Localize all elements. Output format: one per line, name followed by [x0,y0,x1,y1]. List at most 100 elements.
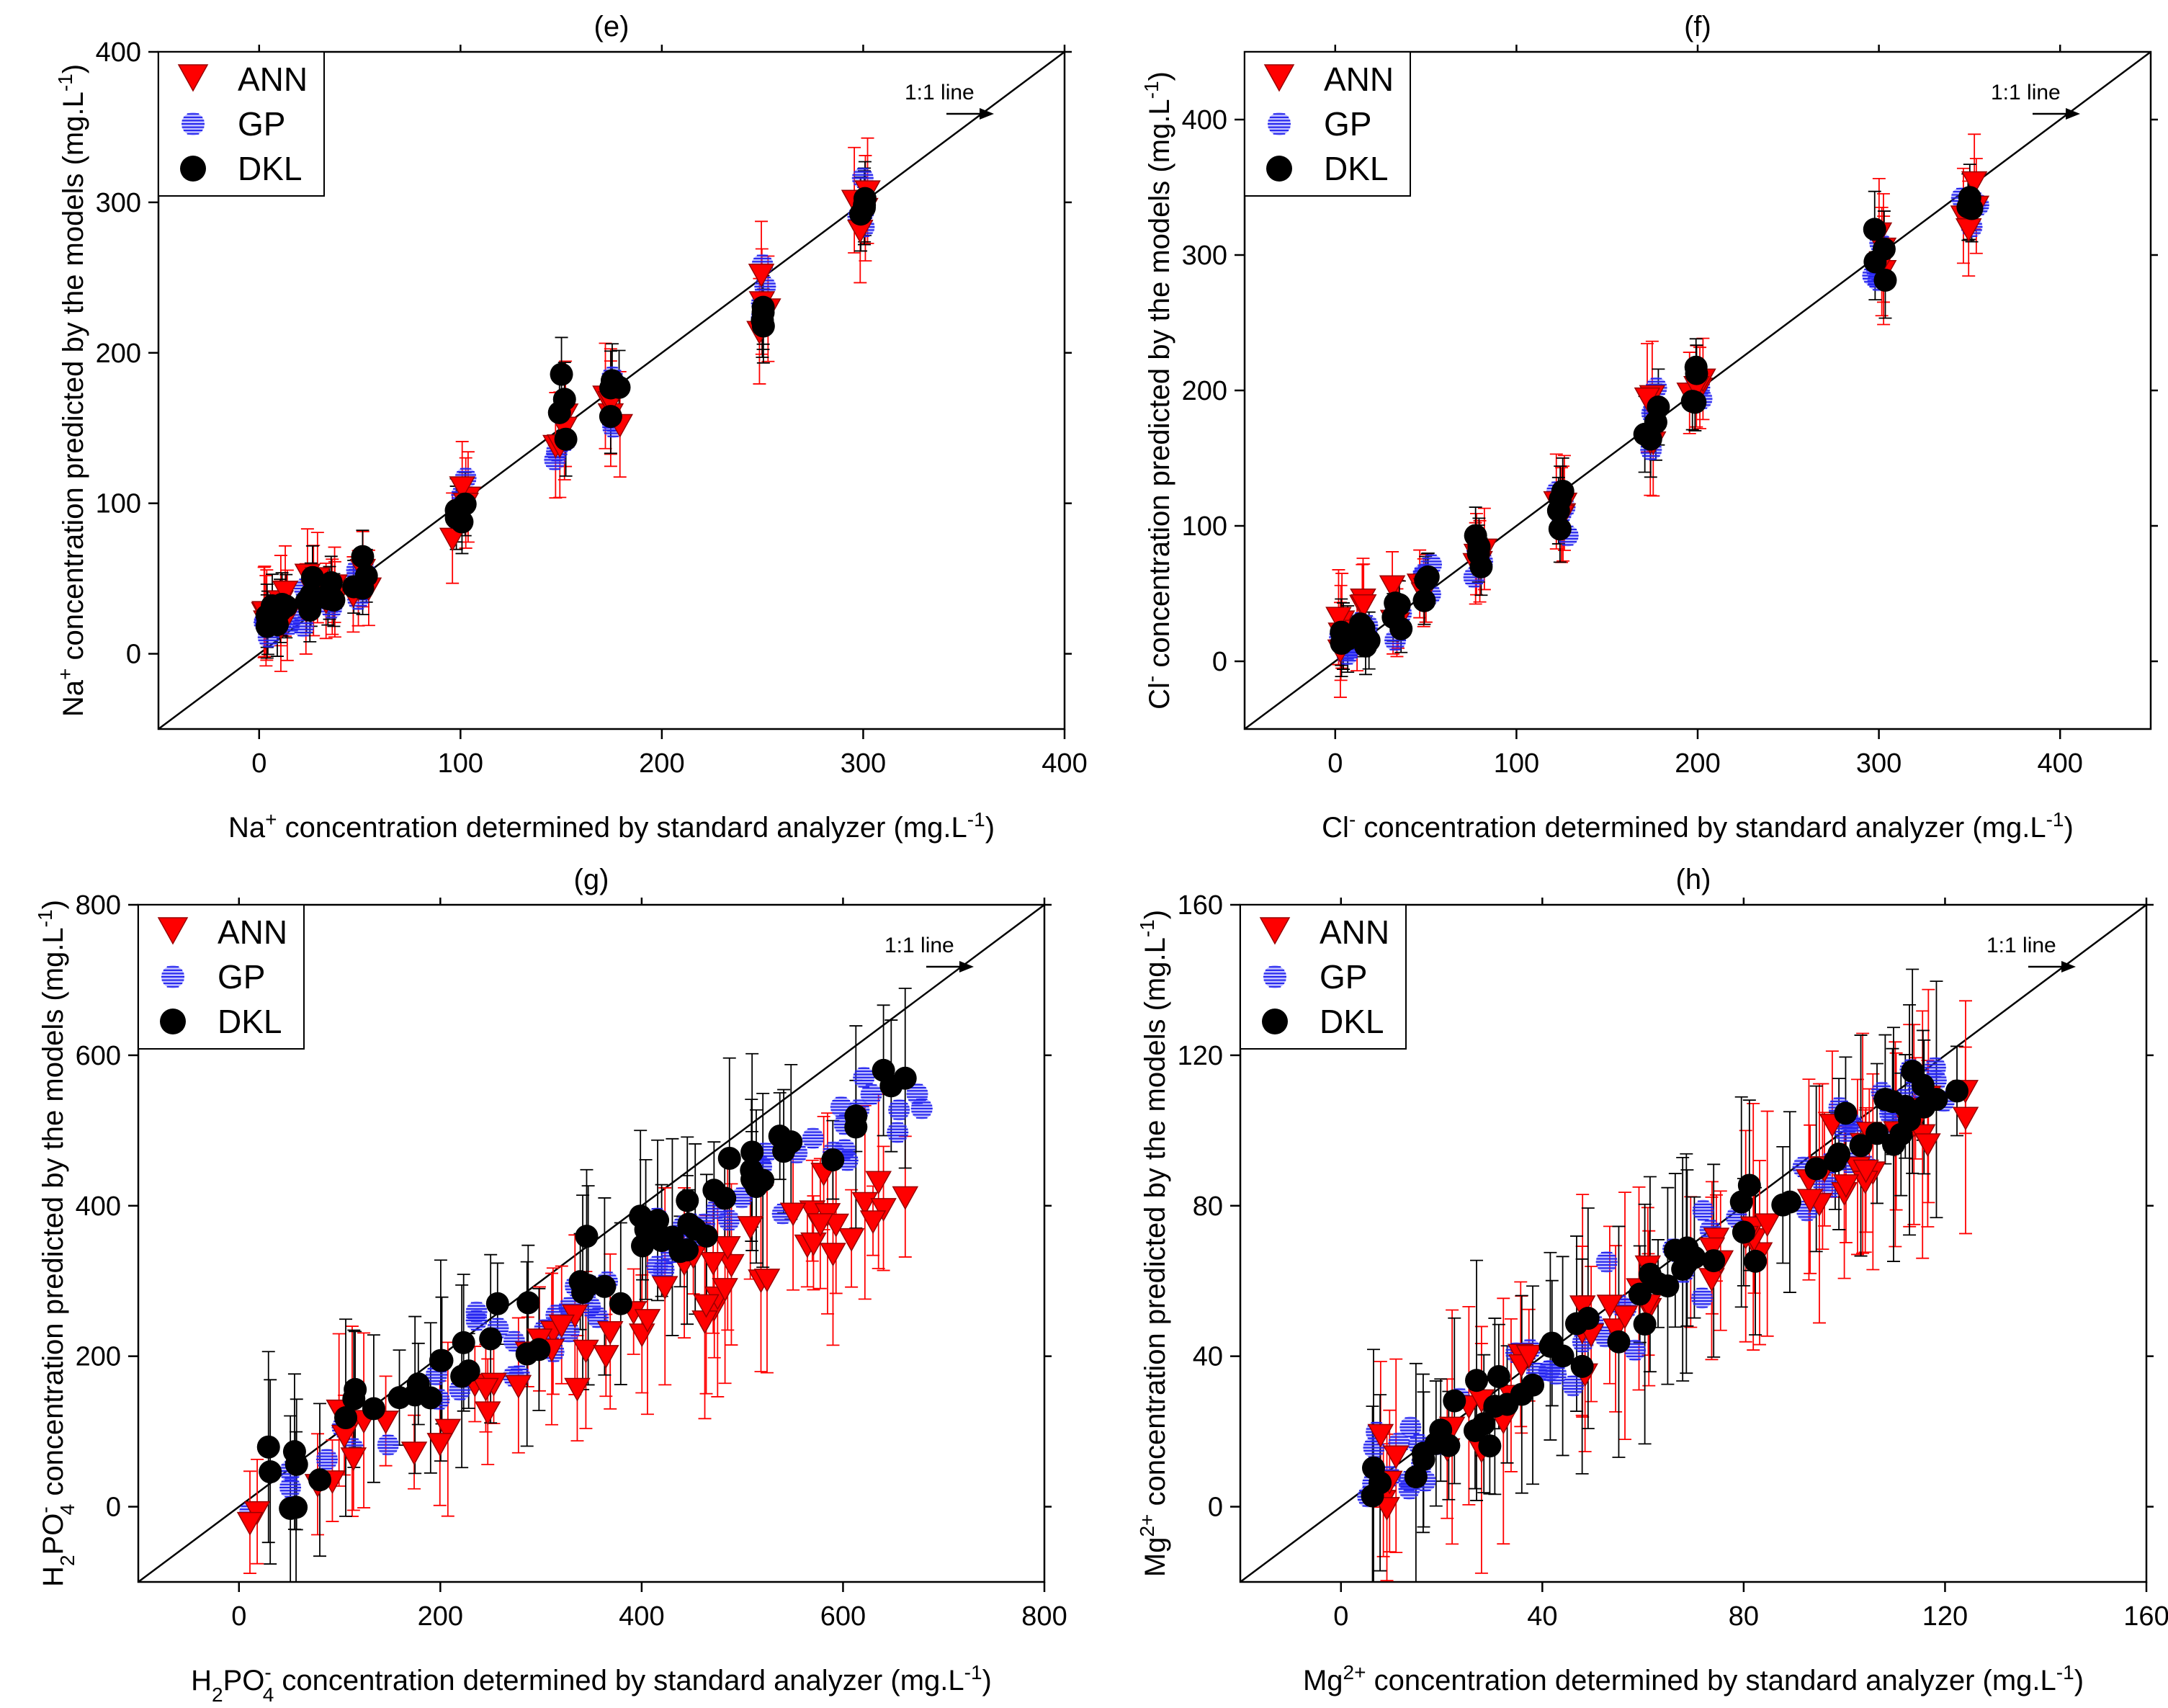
ann-point [1853,1159,1879,1184]
ann-point [1611,1305,1639,1330]
legend-label: ANN [218,913,287,951]
ann-point [340,1447,367,1472]
dkl-point [444,498,468,522]
dkl-point [1647,395,1670,419]
dkl-point [1633,1313,1657,1336]
y-axis-title: Cl- concentration predicted by the model… [1140,71,1176,710]
ann-point [851,1191,879,1216]
ann-point [1832,1174,1860,1199]
ann-point [1596,1295,1623,1319]
dkl-point [1827,1143,1851,1166]
y-tick-label: 0 [1212,647,1227,677]
y-tick-label: 400 [96,37,141,68]
x-tick-label: 160 [2123,1601,2168,1632]
dkl-point [256,1435,280,1459]
dkl-point [1804,1157,1828,1181]
dkl-point [516,1291,540,1315]
dkl-point [430,1349,454,1372]
dkl-point [844,1104,868,1128]
x-tick-label: 0 [1327,748,1343,779]
gp-point [1399,1416,1422,1439]
gp-point [377,1434,399,1456]
ann-point [157,917,189,945]
legend: ANN GP DKL [1240,904,1407,1050]
y-tick-label: 200 [96,339,141,369]
dkl-legend-marker [1266,156,1292,182]
dkl-point [1548,517,1572,541]
dkl-point [1467,535,1491,558]
one-to-one-label: 1:1 line [884,934,954,957]
dkl-point [1404,1465,1428,1489]
data-layer [1357,968,1979,1582]
dkl-point [418,1386,442,1410]
x-tick-label: 40 [1527,1601,1557,1632]
dkl-point [282,1440,306,1464]
one-to-one-label: 1:1 line [1991,81,2061,104]
dkl-point [1487,1364,1510,1388]
ann-point [820,1243,846,1267]
dkl-point [740,1168,764,1191]
gp-point [1263,965,1286,988]
panel-title: (h) [1676,864,1711,895]
legend-label: ANN [1320,913,1389,951]
dkl-point [1849,1134,1873,1158]
x-axis-title: Mg2+ concentration determined by standar… [1303,1661,2084,1697]
ann-point [1961,171,1988,195]
dkl-point [1865,1122,1889,1145]
legend-label: GP [238,105,285,143]
gp-point [465,1310,488,1332]
ann-point [472,1377,499,1402]
dkl-point [740,1140,764,1164]
x-axis-title: H2PO-4 concentration determined by stand… [191,1661,992,1706]
dkl-point [515,1342,539,1366]
x-tick-label: 200 [1675,748,1720,779]
dkl-point [1330,620,1353,644]
dkl-point [1412,1447,1435,1471]
dkl-point [1656,1274,1680,1298]
dkl-point [1361,1456,1385,1480]
dkl-point [717,1146,741,1170]
ann-point [1515,1344,1542,1369]
ann-point [1259,917,1291,945]
gp-point [853,1066,875,1088]
dkl-point [1683,390,1707,414]
ann-point [838,1228,865,1252]
dkl-point [571,1281,595,1305]
ann-point [634,1309,661,1333]
ann-point [505,1374,532,1399]
dkl-point [650,1229,673,1253]
dkl-point [1412,589,1436,612]
legend-label: DKL [238,150,302,187]
ann-point [712,1278,738,1302]
legend-label: GP [1324,105,1371,143]
x-tick-label: 0 [1333,1601,1348,1632]
y-tick-label: 200 [1182,376,1227,406]
x-tick-label: 100 [1494,748,1539,779]
dkl-point [1685,362,1708,385]
arrow-head [980,108,994,120]
dkl-point [1549,488,1572,511]
gp-point [1924,1057,1946,1079]
dkl-point [1465,1369,1489,1392]
dkl-point [1628,1282,1652,1306]
ann-point [1796,1189,1824,1213]
y-tick-label: 300 [96,188,141,218]
ann-point [272,581,299,605]
y-axis-title: Na+ concentration predicted by the model… [54,64,90,717]
dkl-point [1483,1395,1507,1418]
dkl-point [677,1212,701,1236]
x-tick-label: 400 [2037,748,2082,779]
gp-point [1691,1287,1714,1309]
panel-title: (e) [594,11,630,43]
dkl-point [629,1204,653,1228]
gp-point [1692,1199,1714,1222]
dkl-point [1607,1330,1631,1354]
ann-point [693,1294,720,1318]
dkl-point [1472,1412,1496,1436]
dkl-point [821,1148,845,1172]
dkl-point [1702,1249,1726,1273]
dkl-point [676,1238,699,1262]
